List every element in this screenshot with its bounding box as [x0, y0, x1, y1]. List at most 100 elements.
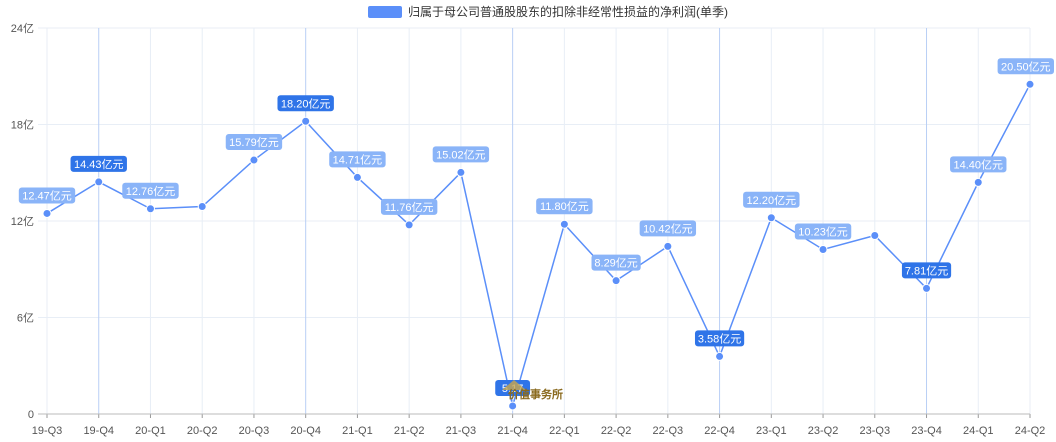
data-label-text: 11.80亿元 — [540, 200, 589, 213]
data-label-text: 15.79亿元 — [229, 136, 279, 149]
x-tick-label: 20-Q1 — [135, 425, 166, 437]
x-tick-label: 22-Q2 — [601, 425, 632, 437]
x-tick-label: 20-Q3 — [239, 425, 270, 437]
data-label-bg — [277, 95, 334, 112]
data-label-bg — [70, 155, 127, 172]
data-point[interactable] — [456, 167, 466, 177]
x-tick-label: 23-Q2 — [808, 425, 839, 437]
data-label-bg — [794, 223, 852, 240]
legend-label: 归属于母公司普通股股东的扣除非经常性损益的净利润(单季) — [408, 4, 728, 19]
chart-legend[interactable]: 归属于母公司普通股股东的扣除非经常性损益的净利润(单季) — [368, 4, 728, 19]
data-label-bg — [997, 58, 1054, 75]
data-point[interactable] — [301, 116, 311, 126]
x-tick-label: 23-Q3 — [860, 425, 891, 437]
y-tick-label: 6亿 — [17, 312, 34, 325]
data-label: 7.81亿元 — [901, 262, 952, 279]
data-point[interactable] — [197, 202, 207, 212]
data-label-bg — [950, 156, 1007, 173]
data-label-bg — [743, 191, 800, 208]
data-point[interactable] — [559, 219, 569, 229]
data-label: 10.42亿元 — [639, 220, 697, 237]
x-tick-label: 21-Q2 — [394, 425, 425, 437]
data-label-bg — [694, 330, 745, 347]
data-label: 12.47亿元 — [18, 187, 76, 204]
y-tick-label: 12亿 — [11, 215, 34, 228]
data-label: 14.71亿元 — [329, 151, 386, 168]
data-point[interactable] — [611, 276, 621, 286]
data-label-bg — [122, 182, 179, 199]
watermark: 价值事务所 — [502, 380, 563, 401]
data-label-text: 3.58亿元 — [698, 332, 741, 345]
watermark-text: 价值事务所 — [508, 387, 563, 401]
x-tick-label: 22-Q3 — [653, 425, 684, 437]
data-label-bg — [536, 198, 593, 215]
data-label: 15.02亿元 — [432, 146, 490, 163]
data-point[interactable] — [818, 244, 828, 254]
x-tick-label: 22-Q1 — [549, 425, 580, 437]
data-point[interactable] — [922, 283, 932, 293]
data-point[interactable] — [249, 155, 259, 165]
data-point[interactable] — [663, 241, 673, 251]
data-point[interactable] — [1025, 79, 1035, 89]
legend-swatch — [368, 6, 402, 18]
data-label-bg — [380, 198, 438, 215]
data-label-text: 8.29亿元 — [594, 257, 637, 270]
data-point[interactable] — [766, 213, 776, 223]
y-tick-label: 24亿 — [11, 22, 34, 35]
x-tick-label: 23-Q1 — [756, 425, 787, 437]
data-label-bg — [329, 151, 386, 168]
x-tick-label: 19-Q3 — [32, 425, 63, 437]
data-label-text: 20.50亿元 — [1001, 60, 1051, 73]
data-point[interactable] — [94, 177, 104, 187]
watermark-house-icon — [502, 380, 526, 390]
data-label-text: 7.81亿元 — [905, 264, 948, 277]
x-tick-label: 21-Q4 — [497, 425, 528, 437]
data-label: 20.50亿元 — [997, 58, 1054, 75]
x-tick-label: 22-Q4 — [704, 425, 735, 437]
data-label: 11.76亿元 — [380, 198, 438, 215]
data-label-text: 14.40亿元 — [953, 158, 1003, 171]
data-label-text: 18.20亿元 — [281, 97, 331, 110]
data-point[interactable] — [352, 172, 362, 182]
data-label: 15.79亿元 — [225, 134, 283, 151]
data-label-bg — [639, 220, 697, 237]
x-tick-label: 20-Q2 — [187, 425, 218, 437]
data-label: 8.29亿元 — [591, 254, 641, 271]
data-label: 11.80亿元 — [536, 198, 593, 215]
series-line — [46, 83, 1031, 407]
data-point[interactable] — [508, 401, 518, 411]
data-point[interactable] — [145, 204, 155, 214]
x-tick-label: 24-Q1 — [963, 425, 994, 437]
data-label: 12.20亿元 — [743, 191, 800, 208]
y-tick-label: 0 — [28, 409, 34, 421]
data-label-text: 14.43亿元 — [74, 158, 124, 171]
data-label-text: 10.42亿元 — [643, 222, 693, 235]
data-label: 14.43亿元 — [70, 155, 127, 172]
data-label-text: 12.20亿元 — [747, 194, 797, 207]
data-label: 10.23亿元 — [794, 223, 852, 240]
data-label-bg — [225, 134, 283, 151]
x-tick-label: 24-Q2 — [1015, 425, 1046, 437]
data-point[interactable] — [870, 230, 880, 240]
data-label-text: 15.02亿元 — [436, 148, 486, 161]
x-tick-label: 21-Q1 — [342, 425, 373, 437]
data-label-bg — [18, 187, 76, 204]
data-label-text: 12.76亿元 — [126, 185, 176, 198]
data-label-bg — [432, 146, 490, 163]
x-tick-label: 19-Q4 — [83, 425, 114, 437]
data-label-bg — [591, 254, 641, 271]
x-tick-label: 20-Q4 — [290, 425, 321, 437]
data-label: 18.20亿元 — [277, 95, 334, 112]
data-label: 12.76亿元 — [122, 182, 179, 199]
data-point[interactable] — [404, 220, 414, 230]
data-label-text: 14.71亿元 — [333, 153, 383, 166]
data-point[interactable] — [973, 177, 983, 187]
data-label: 14.40亿元 — [950, 156, 1007, 173]
x-tick-label: 23-Q4 — [911, 425, 942, 437]
data-point[interactable] — [715, 351, 725, 361]
data-point[interactable] — [42, 208, 52, 218]
data-label-bg — [901, 262, 952, 279]
x-tick-label: 21-Q3 — [446, 425, 477, 437]
data-label-text: 12.47亿元 — [22, 189, 72, 202]
